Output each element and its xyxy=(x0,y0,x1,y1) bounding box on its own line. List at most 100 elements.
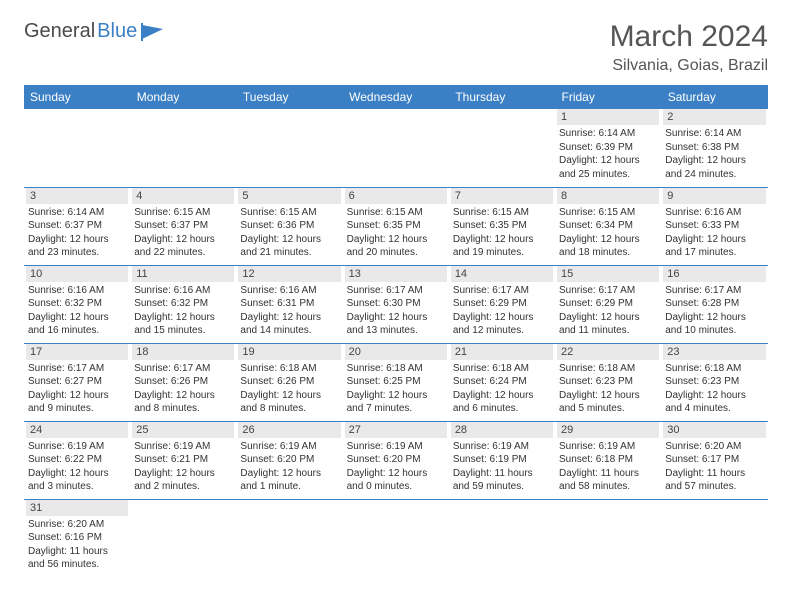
day-number: 24 xyxy=(26,422,128,438)
day-number: 14 xyxy=(451,266,553,282)
sunrise-text: Sunrise: 6:19 AM xyxy=(240,440,338,454)
sunset-text: Sunset: 6:34 PM xyxy=(559,219,657,233)
day-info: Sunrise: 6:16 AMSunset: 6:31 PMDaylight:… xyxy=(238,284,340,338)
calendar-cell: 20Sunrise: 6:18 AMSunset: 6:25 PMDayligh… xyxy=(343,343,449,421)
day-info: Sunrise: 6:18 AMSunset: 6:23 PMDaylight:… xyxy=(557,362,659,416)
day-number: 28 xyxy=(451,422,553,438)
calendar-cell: 3Sunrise: 6:14 AMSunset: 6:37 PMDaylight… xyxy=(24,187,130,265)
daylight-text: Daylight: 11 hours and 56 minutes. xyxy=(28,545,126,572)
sunset-text: Sunset: 6:30 PM xyxy=(347,297,445,311)
day-info: Sunrise: 6:17 AMSunset: 6:26 PMDaylight:… xyxy=(132,362,234,416)
day-info: Sunrise: 6:19 AMSunset: 6:20 PMDaylight:… xyxy=(345,440,447,494)
logo-text-1: General xyxy=(24,20,95,43)
day-info: Sunrise: 6:19 AMSunset: 6:20 PMDaylight:… xyxy=(238,440,340,494)
sunset-text: Sunset: 6:37 PM xyxy=(28,219,126,233)
calendar-cell: 29Sunrise: 6:19 AMSunset: 6:18 PMDayligh… xyxy=(555,421,661,499)
sunset-text: Sunset: 6:32 PM xyxy=(28,297,126,311)
sunset-text: Sunset: 6:32 PM xyxy=(134,297,232,311)
calendar-cell: 8 Sunrise: 6:15 AMSunset: 6:34 PMDaylight… xyxy=(555,187,661,265)
weekday-header: Monday xyxy=(130,85,236,109)
calendar-row: 1 Sunrise: 6:14 AMSunset: 6:39 PMDaylight… xyxy=(24,109,768,187)
day-info: Sunrise: 6:14 AMSunset: 6:39 PMDaylight:… xyxy=(557,127,659,181)
calendar-cell xyxy=(343,499,449,577)
daylight-text: Daylight: 12 hours and 14 minutes. xyxy=(240,311,338,338)
logo-text-2: Blue xyxy=(97,20,137,43)
calendar-cell: 16Sunrise: 6:17 AMSunset: 6:28 PMDayligh… xyxy=(661,265,767,343)
sunrise-text: Sunrise: 6:18 AM xyxy=(665,362,763,376)
day-info: Sunrise: 6:20 AMSunset: 6:16 PMDaylight:… xyxy=(26,518,128,572)
daylight-text: Daylight: 12 hours and 8 minutes. xyxy=(134,389,232,416)
sunset-text: Sunset: 6:38 PM xyxy=(665,141,763,155)
day-info: Sunrise: 6:16 AMSunset: 6:33 PMDaylight:… xyxy=(663,206,765,260)
daylight-text: Daylight: 12 hours and 23 minutes. xyxy=(28,233,126,260)
calendar-cell: 6 Sunrise: 6:15 AMSunset: 6:35 PMDaylight… xyxy=(343,187,449,265)
sunset-text: Sunset: 6:36 PM xyxy=(240,219,338,233)
daylight-text: Daylight: 12 hours and 24 minutes. xyxy=(665,154,763,181)
daylight-text: Daylight: 12 hours and 5 minutes. xyxy=(559,389,657,416)
day-number: 4 xyxy=(132,188,234,204)
sunrise-text: Sunrise: 6:19 AM xyxy=(134,440,232,454)
daylight-text: Daylight: 12 hours and 15 minutes. xyxy=(134,311,232,338)
calendar-cell: 7Sunrise: 6:15 AMSunset: 6:35 PMDaylight… xyxy=(449,187,555,265)
sunset-text: Sunset: 6:26 PM xyxy=(240,375,338,389)
day-number: 31 xyxy=(26,500,128,516)
day-info: Sunrise: 6:15 AMSunset: 6:37 PMDaylight:… xyxy=(132,206,234,260)
sunrise-text: Sunrise: 6:18 AM xyxy=(453,362,551,376)
sunset-text: Sunset: 6:23 PM xyxy=(665,375,763,389)
sunrise-text: Sunrise: 6:18 AM xyxy=(559,362,657,376)
sunset-text: Sunset: 6:20 PM xyxy=(347,453,445,467)
weekday-header: Tuesday xyxy=(236,85,342,109)
sunrise-text: Sunrise: 6:17 AM xyxy=(28,362,126,376)
calendar-cell: 14Sunrise: 6:17 AMSunset: 6:29 PMDayligh… xyxy=(449,265,555,343)
calendar-cell: 12Sunrise: 6:16 AMSunset: 6:31 PMDayligh… xyxy=(236,265,342,343)
daylight-text: Daylight: 12 hours and 13 minutes. xyxy=(347,311,445,338)
sunrise-text: Sunrise: 6:18 AM xyxy=(347,362,445,376)
sunset-text: Sunset: 6:16 PM xyxy=(28,531,126,545)
header: GeneralBlue March 2024 Silvania, Goias, … xyxy=(24,20,768,75)
daylight-text: Daylight: 12 hours and 3 minutes. xyxy=(28,467,126,494)
day-number: 8 xyxy=(557,188,659,204)
day-number: 23 xyxy=(663,344,765,360)
daylight-text: Daylight: 12 hours and 20 minutes. xyxy=(347,233,445,260)
sunset-text: Sunset: 6:21 PM xyxy=(134,453,232,467)
daylight-text: Daylight: 11 hours and 59 minutes. xyxy=(453,467,551,494)
calendar-cell: 23Sunrise: 6:18 AMSunset: 6:23 PMDayligh… xyxy=(661,343,767,421)
calendar-cell: 25Sunrise: 6:19 AMSunset: 6:21 PMDayligh… xyxy=(130,421,236,499)
daylight-text: Daylight: 12 hours and 10 minutes. xyxy=(665,311,763,338)
sunrise-text: Sunrise: 6:17 AM xyxy=(559,284,657,298)
calendar-cell: 24Sunrise: 6:19 AMSunset: 6:22 PMDayligh… xyxy=(24,421,130,499)
sunset-text: Sunset: 6:35 PM xyxy=(347,219,445,233)
day-number: 5 xyxy=(238,188,340,204)
sunrise-text: Sunrise: 6:15 AM xyxy=(347,206,445,220)
sunset-text: Sunset: 6:20 PM xyxy=(240,453,338,467)
calendar-cell: 19Sunrise: 6:18 AMSunset: 6:26 PMDayligh… xyxy=(236,343,342,421)
calendar-row: 24Sunrise: 6:19 AMSunset: 6:22 PMDayligh… xyxy=(24,421,768,499)
sunrise-text: Sunrise: 6:19 AM xyxy=(559,440,657,454)
sunset-text: Sunset: 6:27 PM xyxy=(28,375,126,389)
day-number: 29 xyxy=(557,422,659,438)
day-number: 1 xyxy=(557,109,659,125)
sunrise-text: Sunrise: 6:15 AM xyxy=(134,206,232,220)
calendar-page: GeneralBlue March 2024 Silvania, Goias, … xyxy=(0,0,792,597)
sunset-text: Sunset: 6:37 PM xyxy=(134,219,232,233)
sunset-text: Sunset: 6:35 PM xyxy=(453,219,551,233)
calendar-cell: 18Sunrise: 6:17 AMSunset: 6:26 PMDayligh… xyxy=(130,343,236,421)
day-number: 9 xyxy=(663,188,765,204)
weekday-header: Saturday xyxy=(661,85,767,109)
calendar-cell xyxy=(130,109,236,187)
day-info: Sunrise: 6:15 AMSunset: 6:34 PMDaylight:… xyxy=(557,206,659,260)
calendar-cell: 30Sunrise: 6:20 AMSunset: 6:17 PMDayligh… xyxy=(661,421,767,499)
sunset-text: Sunset: 6:28 PM xyxy=(665,297,763,311)
weekday-header-row: Sunday Monday Tuesday Wednesday Thursday… xyxy=(24,85,768,109)
sunset-text: Sunset: 6:18 PM xyxy=(559,453,657,467)
day-number: 3 xyxy=(26,188,128,204)
calendar-cell: 11Sunrise: 6:16 AMSunset: 6:32 PMDayligh… xyxy=(130,265,236,343)
day-info: Sunrise: 6:17 AMSunset: 6:28 PMDaylight:… xyxy=(663,284,765,338)
daylight-text: Daylight: 12 hours and 21 minutes. xyxy=(240,233,338,260)
calendar-cell: 2Sunrise: 6:14 AMSunset: 6:38 PMDaylight… xyxy=(661,109,767,187)
sunrise-text: Sunrise: 6:19 AM xyxy=(347,440,445,454)
day-info: Sunrise: 6:15 AMSunset: 6:36 PMDaylight:… xyxy=(238,206,340,260)
sunset-text: Sunset: 6:22 PM xyxy=(28,453,126,467)
sunrise-text: Sunrise: 6:16 AM xyxy=(240,284,338,298)
day-number: 6 xyxy=(345,188,447,204)
